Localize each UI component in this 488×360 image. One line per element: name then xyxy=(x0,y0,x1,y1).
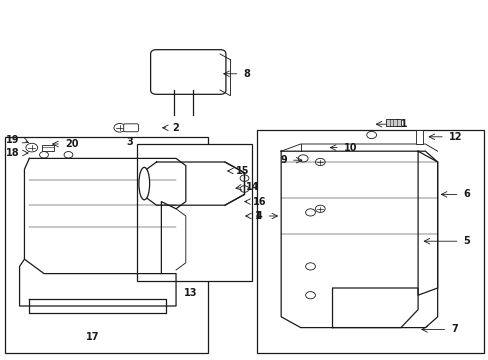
FancyBboxPatch shape xyxy=(123,124,138,132)
Bar xyxy=(5,137,207,353)
Bar xyxy=(256,130,483,353)
Text: 4: 4 xyxy=(255,211,262,221)
Bar xyxy=(137,144,251,281)
Text: 2: 2 xyxy=(172,123,179,133)
Text: 17: 17 xyxy=(86,332,100,342)
Text: 9: 9 xyxy=(280,155,286,165)
Text: 6: 6 xyxy=(463,189,469,199)
Text: 18: 18 xyxy=(6,148,20,158)
Text: 12: 12 xyxy=(448,132,462,142)
Bar xyxy=(41,145,54,151)
Text: 11: 11 xyxy=(394,119,408,129)
Text: 16: 16 xyxy=(253,197,266,207)
Text: 1: 1 xyxy=(254,211,261,221)
Text: 5: 5 xyxy=(463,236,469,246)
Text: 8: 8 xyxy=(243,69,250,79)
FancyBboxPatch shape xyxy=(150,50,225,94)
Bar xyxy=(386,119,400,126)
Bar xyxy=(415,130,423,144)
Text: 13: 13 xyxy=(183,288,197,298)
Text: 20: 20 xyxy=(65,139,79,149)
Text: 3: 3 xyxy=(126,137,133,147)
Ellipse shape xyxy=(139,167,149,200)
Text: 10: 10 xyxy=(343,143,357,153)
Text: 19: 19 xyxy=(6,135,20,145)
Text: 14: 14 xyxy=(245,182,259,192)
Text: 15: 15 xyxy=(236,166,249,176)
Text: 7: 7 xyxy=(450,324,457,334)
